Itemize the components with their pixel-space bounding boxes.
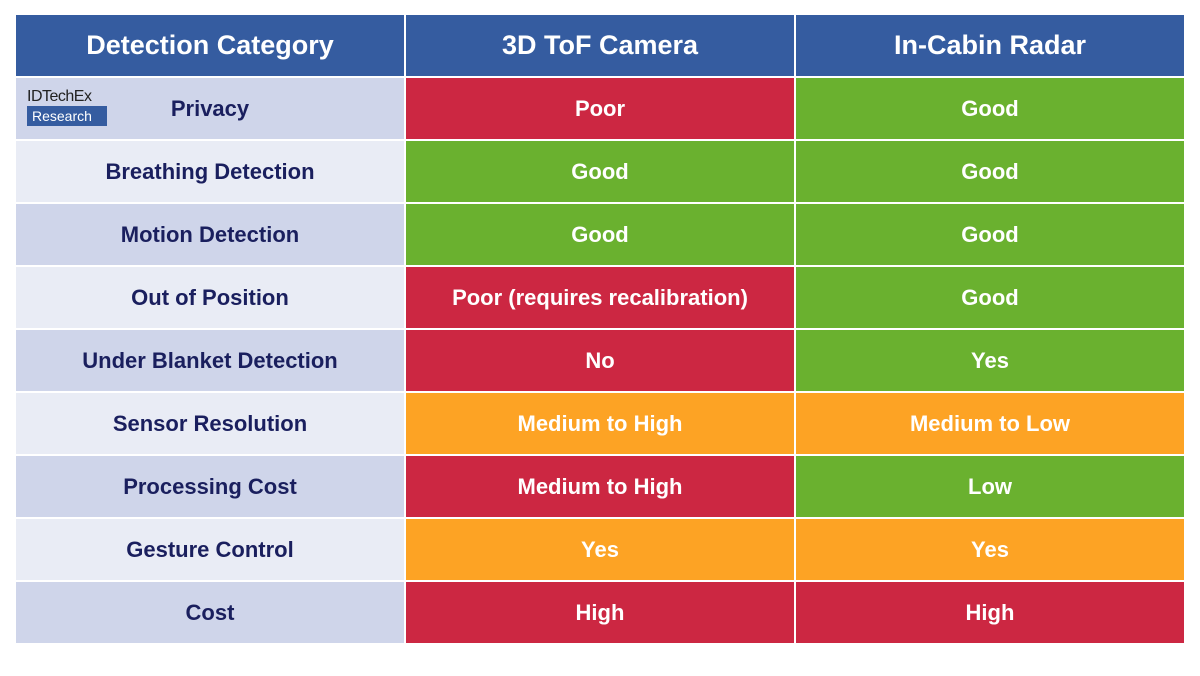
radar-cell: Yes	[794, 517, 1186, 582]
tof-cell: Poor	[404, 76, 796, 141]
table-row: IDTechEx Research Privacy Poor Good	[14, 76, 1186, 141]
category-label: Sensor Resolution	[112, 410, 308, 436]
tof-cell: Good	[404, 202, 796, 267]
table-row: Cost High High	[14, 580, 1186, 645]
category-label: Out of Position	[131, 284, 289, 310]
table-row: Under Blanket Detection No Yes	[14, 328, 1186, 393]
radar-cell: High	[794, 580, 1186, 645]
category-cell: IDTechEx Research Privacy	[14, 76, 406, 141]
radar-cell: Good	[794, 265, 1186, 330]
category-cell: Breathing Detection	[14, 139, 406, 204]
category-label: Under Blanket Detection	[82, 347, 338, 373]
category-cell: Processing Cost	[14, 454, 406, 519]
header-detection-category: Detection Category	[14, 13, 406, 78]
category-label: Breathing Detection	[105, 158, 315, 184]
tof-cell: No	[404, 328, 796, 393]
tof-cell: High	[404, 580, 796, 645]
table-row: Out of Position Poor (requires recalibrat…	[14, 265, 1186, 330]
radar-cell: Yes	[794, 328, 1186, 393]
category-cell: Under Blanket Detection	[14, 328, 406, 393]
category-label: Motion Detection	[120, 221, 300, 247]
category-label: Processing Cost	[123, 473, 297, 499]
radar-cell: Good	[794, 202, 1186, 267]
table-row: Gesture Control Yes Yes	[14, 517, 1186, 582]
category-label: Privacy	[170, 95, 250, 121]
category-cell: Cost	[14, 580, 406, 645]
table-row: Sensor Resolution Medium to High Medium to…	[14, 391, 1186, 456]
radar-cell: Good	[794, 139, 1186, 204]
header-in-cabin-radar: In-Cabin Radar	[794, 13, 1186, 78]
table-row: Processing Cost Medium to High Low	[14, 454, 1186, 519]
radar-cell: Good	[794, 76, 1186, 141]
category-cell: Gesture Control	[14, 517, 406, 582]
logo-line1: IDTechEx	[27, 88, 92, 105]
comparison-table: Detection Category 3D ToF Camera In-Cabi…	[14, 13, 1186, 645]
header-3d-tof-camera: 3D ToF Camera	[404, 13, 796, 78]
tof-cell: Medium to High	[404, 391, 796, 456]
category-label: Gesture Control	[126, 536, 294, 562]
tof-cell: Good	[404, 139, 796, 204]
radar-cell: Medium to Low	[794, 391, 1186, 456]
category-cell: Motion Detection	[14, 202, 406, 267]
tof-cell: Poor (requires recalibration)	[404, 265, 796, 330]
table-row: Motion Detection Good Good	[14, 202, 1186, 267]
category-label: Cost	[185, 599, 235, 625]
radar-cell: Low	[794, 454, 1186, 519]
idtechex-logo: IDTechEx Research	[27, 88, 107, 126]
tof-cell: Medium to High	[404, 454, 796, 519]
logo-line2: Research	[27, 106, 107, 126]
tof-cell: Yes	[404, 517, 796, 582]
header-row: Detection Category 3D ToF Camera In-Cabi…	[14, 13, 1186, 78]
category-cell: Sensor Resolution	[14, 391, 406, 456]
category-cell: Out of Position	[14, 265, 406, 330]
table-row: Breathing Detection Good Good	[14, 139, 1186, 204]
